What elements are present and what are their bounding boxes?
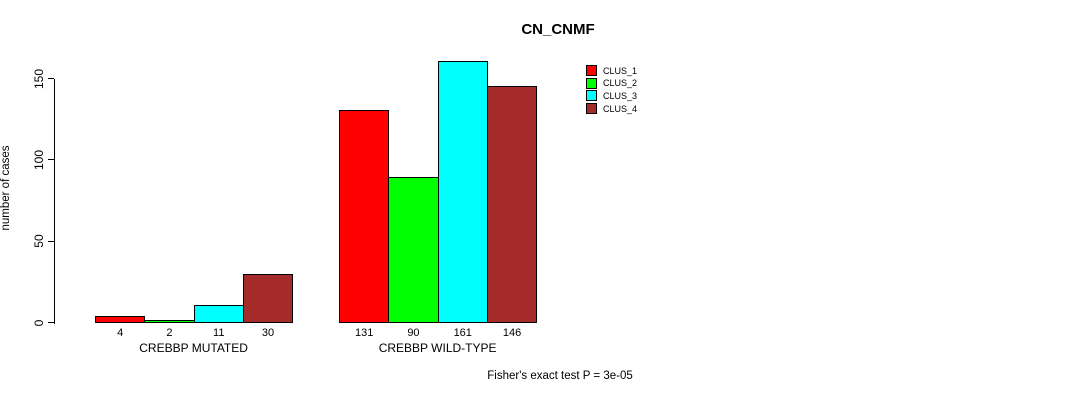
legend-item: CLUS_2 (586, 77, 638, 89)
bar-clus_2-group1 (144, 319, 195, 323)
bar-clus_4-group2 (486, 85, 538, 323)
bar-value-label: 90 (407, 326, 420, 339)
legend-label: CLUS_1 (603, 65, 638, 76)
y-tick (48, 240, 54, 242)
legend-label: CLUS_4 (603, 103, 638, 114)
chart-title: CN_CNMF (521, 21, 595, 38)
legend-swatch-clus_2 (586, 77, 597, 89)
annotation-text: Fisher's exact test P = 3e-05 (487, 370, 633, 382)
bar-value-label: 131 (354, 326, 374, 339)
y-tick-label: 100 (32, 149, 46, 170)
legend-swatch-clus_1 (586, 65, 597, 76)
bar-value-label: 4 (117, 326, 124, 339)
y-axis-line (54, 78, 55, 324)
bar-value-label: 2 (166, 326, 173, 339)
y-tick-label: 150 (32, 68, 46, 89)
legend-swatch-clus_4 (586, 103, 597, 115)
bar-clus_4-group1 (242, 274, 294, 323)
y-tick-label: 0 (32, 319, 46, 326)
legend: CLUS_1 CLUS_2 CLUS_3 CLUS_4 (586, 65, 637, 116)
y-axis-label: number of cases (0, 145, 12, 231)
y-tick (48, 159, 54, 161)
y-tick (48, 322, 54, 323)
bar-clus_2-group2 (388, 176, 439, 323)
legend-label: CLUS_3 (603, 90, 638, 101)
legend-item: CLUS_1 (586, 65, 637, 76)
legend-label: CLUS_2 (603, 78, 638, 89)
x-group-label: CREBBP MUTATED (139, 341, 248, 355)
legend-swatch-clus_3 (586, 90, 597, 102)
y-tick (48, 78, 54, 79)
bar-value-label: 161 (453, 326, 472, 339)
bar-clus_1-group1 (95, 316, 146, 323)
bar-clus_3-group2 (437, 61, 488, 323)
bar-value-label: 30 (261, 326, 275, 339)
legend-item: CLUS_4 (586, 103, 638, 115)
y-tick-label: 50 (32, 234, 46, 248)
legend-item: CLUS_3 (586, 90, 638, 102)
bar-value-label: 146 (502, 326, 522, 339)
bar-clus_3-group1 (193, 305, 244, 323)
bar-value-label: 11 (213, 326, 225, 339)
x-group-label: CREBBP WILD-TYPE (378, 341, 497, 355)
bar-clus_1-group2 (339, 109, 390, 323)
